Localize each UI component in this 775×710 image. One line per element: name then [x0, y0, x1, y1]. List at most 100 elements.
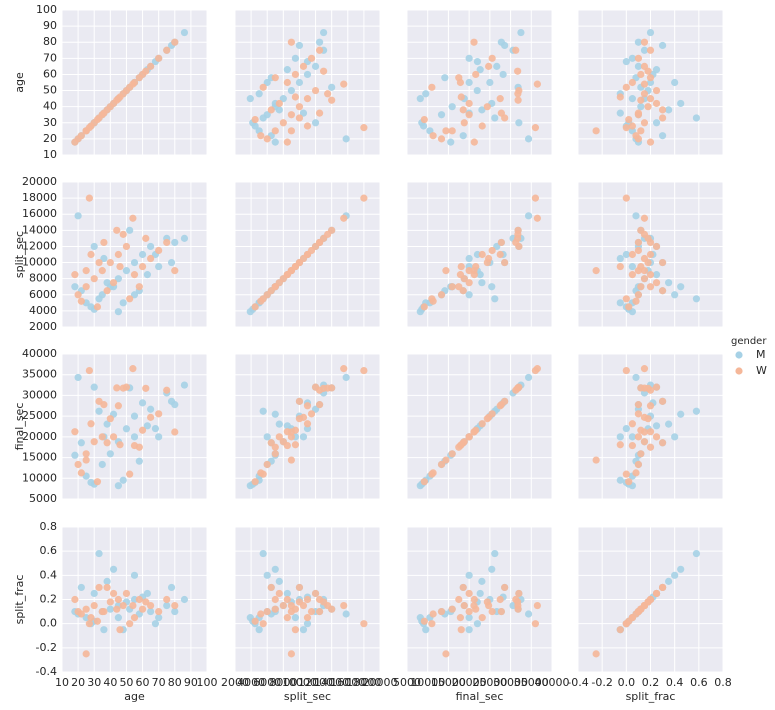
x-tick-label: 35000	[514, 676, 549, 689]
scatter-point	[163, 601, 171, 610]
y-tick-label: 16000	[22, 207, 57, 220]
scatter-point	[499, 70, 507, 79]
y-tick-label: -0.2	[36, 641, 57, 654]
scatter-point	[428, 83, 436, 91]
scatter-point	[283, 589, 291, 598]
y-tick-label: 10000	[22, 256, 57, 269]
scatter-point	[640, 80, 649, 88]
y-tick-label: 30	[43, 116, 57, 129]
x-tick-label: 0.6	[690, 676, 708, 689]
x-tick-label: -0.4	[567, 676, 588, 689]
scatter-point	[271, 127, 279, 135]
y-tick-label: 10	[43, 148, 57, 161]
x-tick-label: 0.2	[642, 676, 660, 689]
scatter-point	[455, 283, 463, 291]
scatter-point	[478, 420, 486, 428]
scatter-point	[315, 38, 324, 46]
scatter-point	[646, 402, 655, 410]
scatter-point	[77, 297, 85, 305]
scatter-point	[652, 66, 661, 74]
y-tick-label: 8000	[29, 272, 57, 285]
x-tick-label: 0.0	[618, 676, 636, 689]
scatter-point	[658, 106, 667, 114]
scatter-point	[143, 422, 151, 430]
x-tick-label: 5000	[393, 676, 421, 689]
scatter-point	[295, 583, 304, 592]
scatter-point	[486, 78, 494, 87]
x-tick-label: 14000	[314, 676, 349, 689]
scatter-point	[283, 595, 291, 604]
scatter-point	[95, 258, 103, 267]
scatter-point	[163, 46, 171, 54]
scatter-point	[113, 384, 121, 392]
scatter-point	[342, 135, 350, 143]
scatter-point	[126, 226, 134, 234]
scatter-point	[259, 83, 267, 91]
scatter-point	[307, 607, 316, 616]
scatter-point	[287, 127, 295, 135]
scatter-point	[138, 399, 147, 407]
scatter-point	[299, 601, 308, 610]
scatter-point	[634, 246, 643, 255]
scatter-point	[291, 614, 300, 622]
y-tick-label: 0.2	[40, 593, 58, 606]
scatter-point	[616, 441, 624, 449]
scatter-point	[263, 433, 271, 441]
scatter-point	[287, 456, 295, 464]
scatter-point	[514, 605, 522, 613]
y-tick-label: 6000	[29, 288, 57, 301]
scatter-point	[299, 433, 308, 441]
scatter-point	[103, 439, 111, 447]
scatter-point	[93, 303, 102, 311]
x-tick-label: -0.2	[591, 676, 612, 689]
y-tick-label: 10000	[22, 471, 57, 484]
y-tick-label: 0.8	[40, 520, 58, 533]
y-tick-label: 0.6	[40, 544, 58, 557]
scatter-point	[476, 271, 484, 279]
scatter-point	[616, 433, 624, 441]
scatter-point	[109, 565, 118, 573]
scatter-point	[456, 271, 465, 279]
scatter-point	[122, 425, 131, 433]
scatter-point	[640, 413, 649, 421]
scatter-point	[85, 194, 93, 202]
scatter-point	[275, 106, 283, 114]
scatter-point	[665, 420, 673, 428]
scatter-point	[658, 397, 667, 405]
scatter-point	[420, 478, 428, 486]
scatter-point	[303, 420, 312, 428]
scatter-point	[135, 283, 143, 291]
scatter-point	[652, 279, 661, 287]
scatter-point	[592, 127, 600, 135]
y-tick-label: 20000	[22, 430, 57, 443]
scatter-point	[646, 428, 655, 436]
scatter-point	[320, 28, 328, 37]
x-tick-label: 4000	[237, 676, 265, 689]
scatter-point	[524, 610, 533, 618]
scatter-point	[275, 577, 283, 585]
scatter-point	[622, 620, 630, 628]
scatter-point	[455, 595, 463, 604]
x-tick-label: 16000	[330, 676, 365, 689]
scatter-point	[90, 601, 98, 610]
scatter-point	[512, 46, 520, 54]
x-axis-label: split_frac	[626, 690, 676, 703]
scatter-point	[465, 614, 473, 622]
scatter-point	[340, 80, 348, 88]
x-tick-label: 8000	[269, 676, 297, 689]
scatter-point	[442, 650, 450, 658]
scatter-point	[315, 109, 324, 117]
scatter-point	[456, 614, 465, 622]
scatter-point	[524, 212, 533, 220]
scatter-point	[90, 275, 98, 283]
scatter-point	[100, 109, 108, 117]
scatter-point	[283, 66, 291, 74]
scatter-point	[637, 127, 645, 135]
scatter-point	[533, 365, 541, 373]
scatter-point	[448, 605, 456, 613]
scatter-point	[138, 426, 147, 434]
scatter-point	[646, 250, 655, 259]
scatter-point	[167, 397, 176, 405]
scatter-point	[291, 626, 300, 634]
y-tick-label: 2000	[29, 320, 57, 333]
